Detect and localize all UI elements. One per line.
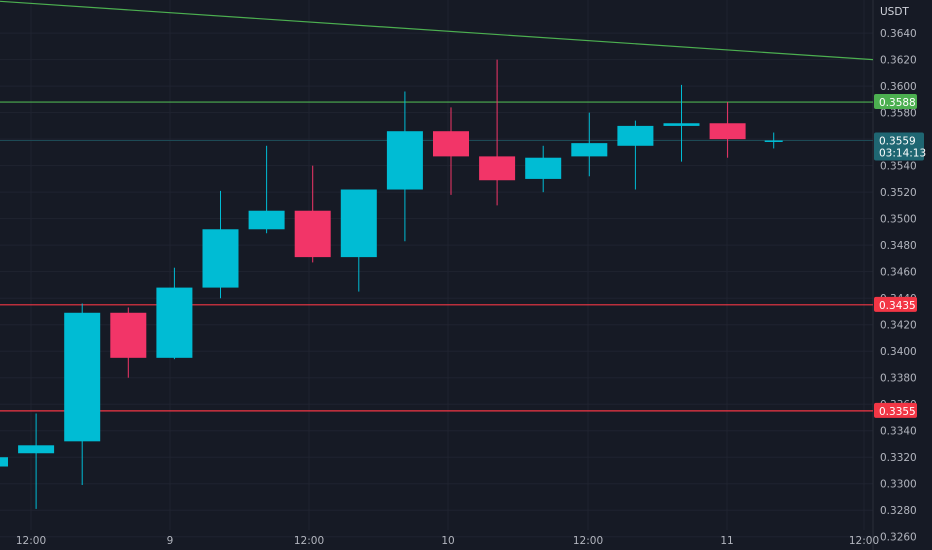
price-tick-label: 0.3260: [880, 532, 917, 544]
candle-body: [525, 157, 562, 179]
candle-body: [294, 210, 331, 258]
candle[interactable]: [0, 452, 8, 479]
price-tick-label: 0.3380: [880, 373, 917, 385]
price-tick-label: 0.3400: [880, 346, 917, 358]
price-tick-label: 0.3480: [880, 240, 917, 252]
time-tick-label: 10: [441, 535, 454, 547]
candle-body: [248, 210, 285, 230]
descending-trendline[interactable]: [0, 0, 874, 61]
time-tick-label: 12:00: [294, 535, 324, 547]
support-upper-tag-label: 0.3435: [879, 300, 916, 312]
price-tick-label: 0.3580: [880, 108, 917, 120]
time-axis[interactable]: 12:00 9 12:00 10 12:00 11 12:00: [16, 535, 879, 547]
candle-body: [18, 445, 55, 454]
candle[interactable]: [294, 165, 331, 263]
price-tick-label: 0.3520: [880, 187, 917, 199]
time-tick-label: 12:00: [849, 535, 879, 547]
price-tick-label: 0.3460: [880, 267, 917, 279]
time-tick-label: 11: [720, 535, 733, 547]
candle-body: [202, 229, 239, 288]
candle[interactable]: [764, 132, 783, 149]
price-tick-label: 0.3420: [880, 320, 917, 332]
support-lower-tag: [874, 402, 917, 418]
candle[interactable]: [663, 84, 700, 162]
candle-body: [663, 123, 700, 126]
resistance-tag: [874, 94, 917, 110]
candle-countdown: 03:14:13: [879, 147, 926, 159]
price-tick-label: 0.3620: [880, 55, 917, 67]
price-tick-label: 0.3300: [880, 479, 917, 491]
candle-body: [479, 156, 516, 181]
candle-body: [340, 189, 377, 258]
candle[interactable]: [248, 145, 285, 234]
candle[interactable]: [617, 120, 654, 190]
price-tick-label: 0.3500: [880, 214, 917, 226]
candle[interactable]: [571, 112, 608, 177]
last-price-tag: [874, 132, 924, 161]
price-axis[interactable]: USDT 0.36400.36200.36000.35800.35600.354…: [880, 6, 917, 544]
candle[interactable]: [18, 413, 55, 509]
candle[interactable]: [156, 267, 193, 360]
candle[interactable]: [386, 91, 423, 242]
price-tick-label: 0.3320: [880, 452, 917, 464]
candle[interactable]: [525, 145, 562, 193]
candlesticks[interactable]: [0, 59, 783, 509]
candle-body: [617, 125, 654, 146]
candle-body: [156, 287, 193, 358]
candle[interactable]: [479, 59, 516, 206]
time-tick-label: 12:00: [573, 535, 603, 547]
last-price-value: 0.3559: [879, 135, 916, 147]
candle[interactable]: [202, 190, 239, 299]
candle[interactable]: [709, 102, 746, 158]
candle-body: [764, 140, 783, 142]
candle[interactable]: [64, 303, 101, 486]
candle-body: [386, 131, 423, 190]
candle-body: [571, 143, 608, 157]
candle[interactable]: [433, 107, 469, 195]
time-tick-label: 12:00: [16, 535, 46, 547]
candle-body: [433, 131, 469, 157]
candle-body: [64, 312, 101, 442]
support-upper-tag: [874, 296, 917, 312]
price-tick-label: 0.3340: [880, 426, 917, 438]
price-tick-label: 0.3540: [880, 161, 917, 173]
candle-body: [0, 457, 8, 467]
support-lower-tag-label: 0.3355: [879, 406, 916, 418]
candle[interactable]: [340, 189, 377, 292]
price-tick-label: 0.3280: [880, 505, 917, 517]
resistance-tag-label: 0.3588: [879, 97, 916, 109]
candle[interactable]: [110, 307, 147, 378]
price-unit: USDT: [880, 6, 909, 18]
candle-body: [110, 312, 147, 358]
time-tick-label: 9: [167, 535, 174, 547]
candle-body: [709, 123, 746, 140]
price-tick-label: 0.3640: [880, 28, 917, 40]
price-tick-label: 0.3600: [880, 81, 917, 93]
